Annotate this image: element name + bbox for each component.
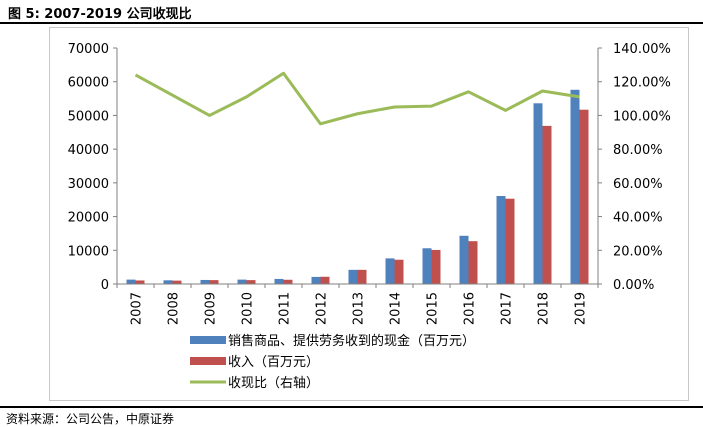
right-tick-label: 80.00% [613, 143, 663, 158]
left-tick-label: 60000 [68, 76, 109, 91]
left-tick-label: 20000 [68, 211, 109, 226]
x-tick-label-2016: 2016 [463, 292, 478, 325]
bar-revenue-2013 [357, 269, 367, 284]
chart-frame [49, 27, 689, 401]
legend: 销售商品、提供劳务收到的现金（百万元） 收入（百万元） 收现比（右轴） [190, 333, 475, 391]
right-tick-label: 100.00% [613, 109, 671, 124]
x-tick-label-2008: 2008 [167, 292, 182, 325]
bar-cash-2008 [163, 280, 173, 284]
right-tick-label: 0.00% [613, 278, 654, 293]
right-tick-label: 60.00% [613, 177, 663, 192]
bar-cash-2015 [422, 248, 432, 284]
bar-cash-2009 [200, 279, 210, 284]
left-tick-label: 70000 [68, 42, 109, 57]
source-note: 资料来源：公司公告，中原证券 [6, 412, 175, 426]
bar-revenue-2015 [431, 249, 441, 284]
x-tick-label-2017: 2017 [500, 292, 515, 325]
x-tick-label-2007: 2007 [130, 292, 145, 325]
bar-cash-2017 [496, 196, 506, 284]
legend-revenue-label: 收入（百万元） [228, 355, 319, 370]
x-tick-label-2014: 2014 [389, 292, 404, 325]
bar-cash-2014 [385, 258, 395, 284]
x-tick-label-2009: 2009 [204, 292, 219, 325]
bar-cash-2019 [570, 89, 580, 284]
x-tick-label-2011: 2011 [278, 292, 293, 325]
bar-revenue-2011 [283, 279, 293, 284]
bar-cash-2011 [274, 278, 284, 284]
bar-revenue-2014 [394, 259, 404, 284]
bottom-rule [0, 406, 703, 408]
axes-group [116, 48, 599, 285]
bar-cash-2007 [126, 279, 136, 284]
legend-cash-label: 销售商品、提供劳务收到的现金（百万元） [228, 333, 475, 349]
left-axis-ticks: 0 10000 20000 30000 40000 50000 60000 70000 [68, 42, 117, 293]
left-tick-label: 40000 [68, 143, 109, 158]
bar-cash-2018 [533, 103, 543, 284]
bar-revenue-2010 [246, 280, 256, 284]
x-tick-label-2019: 2019 [574, 292, 589, 325]
bar-revenue-2012 [320, 276, 330, 284]
bar-revenue-2017 [505, 198, 515, 284]
bar-revenue-2016 [468, 241, 478, 284]
x-tick-label-2013: 2013 [352, 292, 367, 325]
top-rule [0, 22, 703, 24]
bar-revenue-2019 [579, 109, 589, 284]
right-tick-label: 20.00% [613, 244, 663, 259]
left-tick-label: 0 [101, 278, 109, 293]
x-tick-label-2012: 2012 [315, 292, 330, 325]
bar-cash-2012 [311, 276, 321, 284]
ratio-line [134, 71, 580, 126]
right-tick-label: 120.00% [613, 76, 671, 91]
bars-group [126, 89, 589, 284]
bar-revenue-2008 [172, 280, 182, 284]
legend-ratio-label: 收现比（右轴） [228, 376, 319, 391]
left-tick-label: 30000 [68, 177, 109, 192]
left-tick-label: 50000 [68, 109, 109, 124]
right-tick-label: 40.00% [613, 211, 663, 226]
x-tick-label-2010: 2010 [241, 292, 256, 325]
bar-cash-2010 [237, 279, 247, 284]
legend-revenue-swatch [190, 357, 226, 365]
right-tick-label: 140.00% [613, 42, 671, 57]
x-axis-ticks: 2007 2008 2009 2010 2011 2012 2013 2014 2015 2016… [116, 284, 599, 325]
ratio-line-group [134, 71, 580, 126]
legend-cash-swatch [190, 336, 226, 344]
right-axis-ticks: 0.00% 20.00% 40.00% 60.00% 80.00% 100.00% 120.… [598, 42, 671, 293]
figure-title: 图 5: 2007-2019 公司收现比 [8, 7, 192, 22]
x-tick-label-2015: 2015 [426, 292, 441, 325]
bar-cash-2013 [348, 269, 358, 284]
bar-revenue-2009 [209, 280, 219, 284]
bar-revenue-2007 [135, 280, 145, 284]
x-tick-label-2018: 2018 [537, 292, 552, 325]
left-tick-label: 10000 [68, 244, 109, 259]
bar-revenue-2018 [542, 125, 552, 284]
bar-cash-2016 [459, 235, 469, 284]
